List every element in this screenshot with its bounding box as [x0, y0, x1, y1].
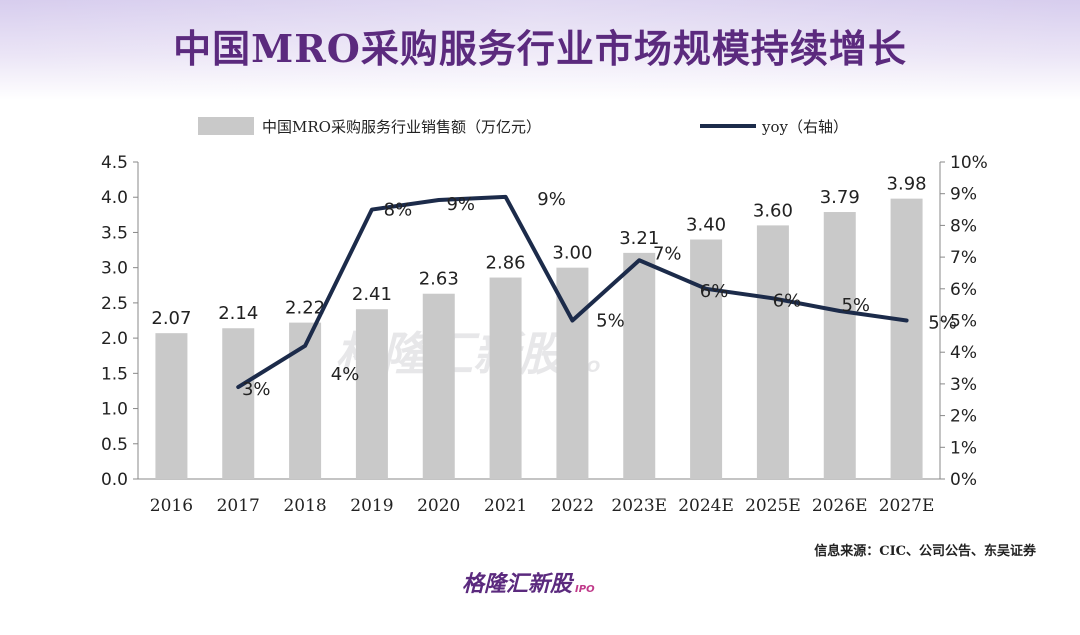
y-right-tick-label: 5%	[950, 312, 977, 332]
bar-value-label: 2.22	[285, 298, 325, 319]
brand-name: 格隆汇新股	[462, 572, 573, 597]
y-right-tick-label: 10%	[950, 153, 988, 173]
y-left-tick-label: 0.0	[101, 470, 128, 490]
bar-value-label: 3.21	[619, 228, 659, 249]
x-tick-label: 2023E	[611, 496, 667, 516]
y-right-tick-label: 4%	[950, 343, 977, 363]
y-right-tick-label: 2%	[950, 407, 977, 427]
x-tick-label: 2018	[283, 496, 326, 516]
y-right-tick-label: 9%	[950, 185, 977, 205]
bar	[690, 239, 723, 479]
yoy-line	[236, 194, 909, 390]
yoy-point-label: 9%	[446, 194, 475, 215]
y-right-tick-label: 0%	[950, 470, 977, 490]
bar-value-label: 2.41	[352, 284, 392, 305]
bar	[422, 293, 455, 479]
yoy-point-label: 3%	[242, 379, 271, 400]
bar	[289, 322, 322, 479]
legend-bar-swatch	[198, 117, 254, 135]
x-tick-label: 2021	[484, 496, 527, 516]
x-tick-label: 2025E	[745, 496, 801, 516]
bar-value-label: 2.07	[151, 308, 191, 329]
bar	[155, 333, 188, 479]
yoy-point-label: 7%	[653, 243, 682, 264]
yoy-point-label: 9%	[537, 189, 566, 210]
y-left-tick-label: 3.0	[101, 259, 128, 279]
y-right-tick-label: 6%	[950, 280, 977, 300]
y-right-tick-label: 8%	[950, 216, 977, 236]
mro-market-chart: 0.0 0.5 1.0 1.5 2.0 2.5 3.0 3.5 4.0 4.5 0% 1% 2% 3% 4%…	[101, 117, 988, 516]
bar-value-label: 3.00	[552, 243, 592, 264]
bar-value-label: 2.86	[486, 253, 526, 274]
bar-value-label: 3.79	[820, 187, 860, 208]
bar	[489, 277, 522, 479]
y-right-tick-label: 7%	[950, 248, 977, 268]
yoy-point-label: 5%	[841, 295, 870, 316]
y-left-tick-label: 3.5	[101, 223, 128, 243]
source-note: 信息来源：CIC、公司公告、东吴证券	[814, 544, 1036, 559]
bar	[756, 225, 789, 479]
brand-suffix: IPO	[575, 584, 595, 595]
y-left-tick-label: 2.0	[101, 329, 128, 349]
x-tick-label: 2020	[417, 496, 460, 516]
y-left-tick-label: 1.0	[101, 400, 128, 420]
y-left-tick-label: 4.0	[101, 188, 128, 208]
bar-value-label: 2.63	[419, 269, 459, 290]
yoy-point-label: 6%	[773, 290, 802, 311]
bar	[823, 212, 856, 479]
y-left-tick-label: 0.5	[101, 435, 128, 455]
y-left-tick-label: 1.5	[101, 364, 128, 384]
x-tick-label: 2017	[217, 496, 260, 516]
y-left-tick-label: 4.5	[101, 153, 128, 173]
legend-bar-label: 中国MRO采购服务行业销售额（万亿元）	[262, 118, 541, 136]
page-title: 中国MRO采购服务行业市场规模持续增长	[173, 26, 907, 71]
y-right-tick-label: 3%	[950, 375, 977, 395]
x-tick-label: 2026E	[812, 496, 868, 516]
header-background	[0, 0, 1080, 100]
x-tick-label: 2027E	[879, 496, 935, 516]
yoy-point-label: 6%	[700, 281, 729, 302]
x-tick-label: 2022	[551, 496, 594, 516]
x-tick-label: 2024E	[678, 496, 734, 516]
bar	[355, 309, 388, 479]
bar-value-label: 3.60	[753, 200, 793, 221]
x-tick-label: 2019	[350, 496, 393, 516]
y-right-tick-label: 1%	[950, 438, 977, 458]
bar	[623, 252, 656, 479]
bar-value-label: 3.98	[887, 174, 927, 195]
yoy-point-label: 5%	[596, 311, 625, 332]
yoy-point-label: 8%	[384, 200, 413, 221]
yoy-point-label: 5%	[928, 313, 957, 334]
bar	[222, 328, 255, 479]
bar	[890, 198, 923, 479]
bar-value-label: 2.14	[218, 303, 258, 324]
brand-logo: 格隆汇新股 IPO	[462, 566, 595, 598]
legend-line-label: yoy（右轴）	[761, 118, 848, 136]
bar-value-label: 3.40	[686, 214, 726, 235]
x-tick-label: 2016	[150, 496, 193, 516]
yoy-point-label: 4%	[331, 364, 360, 385]
header-highlight	[0, 0, 1080, 100]
y-left-tick-label: 2.5	[101, 294, 128, 314]
